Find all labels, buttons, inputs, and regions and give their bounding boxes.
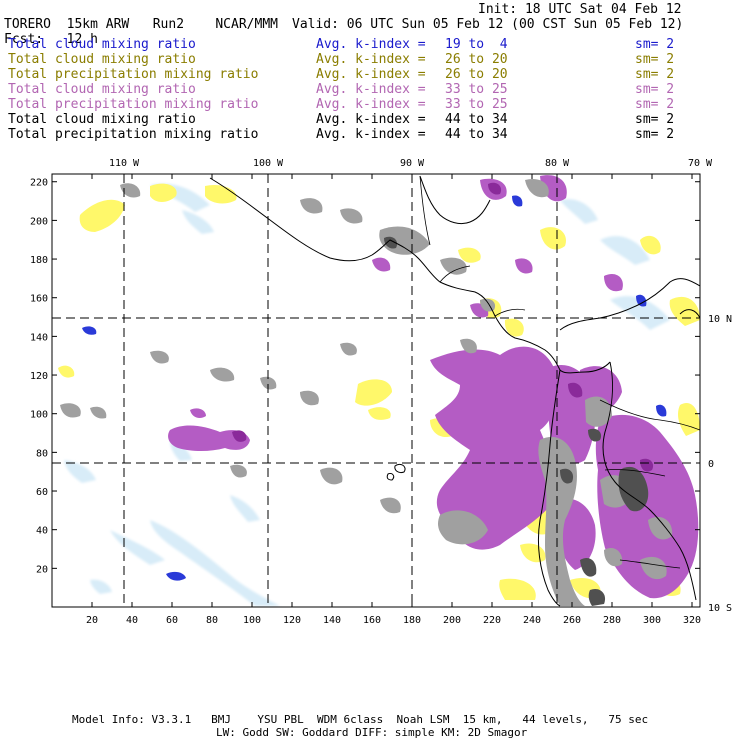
longitude-labels: 110 W 100 W 90 W 80 W 70 W	[109, 158, 713, 169]
x-tick-label: 140	[323, 615, 341, 626]
x-tick-label: 20	[86, 615, 98, 626]
x-tick-label: 260	[563, 615, 581, 626]
x-tick-label: 180	[403, 615, 421, 626]
footer-physics-info: LW: Godd SW: Goddard DIFF: simple KM: 2D…	[216, 726, 528, 739]
latitude-labels: 10 N 0 10 S	[708, 314, 732, 614]
x-tick-label: 320	[683, 615, 701, 626]
longitude-label: 80 W	[545, 158, 570, 169]
y-tick-label: 100	[30, 410, 48, 421]
x-tick-label: 220	[483, 615, 501, 626]
legend-kindex-range: 33 to 25	[445, 82, 508, 97]
y-tick-label: 220	[30, 178, 48, 189]
x-tick-label: 300	[643, 615, 661, 626]
legend-field-name: Total cloud mixing ratio	[8, 37, 196, 52]
legend-field-name: Total precipitation mixing ratio	[8, 127, 259, 142]
y-tick-label: 40	[36, 526, 48, 537]
field-layer	[52, 174, 700, 607]
legend-kindex-range: 26 to 20	[445, 52, 508, 67]
legend-kindex-label: Avg. k-index =	[316, 67, 426, 82]
legend-smoothing: sm= 2	[635, 52, 675, 67]
longitude-label: 100 W	[253, 158, 284, 169]
x-tick-label: 200	[443, 615, 461, 626]
legend-kindex-range: 33 to 25	[445, 97, 508, 112]
legend-kindex-label: Avg. k-index =	[316, 37, 426, 52]
y-tick-label: 80	[36, 448, 48, 459]
dark-purple-cores	[232, 182, 654, 472]
country-borders	[419, 175, 700, 569]
dark-gray-cores	[384, 236, 649, 606]
legend-kindex-range: 19 to 4	[445, 37, 508, 52]
x-tick-label: 160	[363, 615, 381, 626]
legend-kindex-label: Avg. k-index =	[316, 112, 426, 127]
legend-kindex-label: Avg. k-index =	[316, 127, 426, 142]
longitude-label: 70 W	[688, 158, 713, 169]
legend-kindex-range: 44 to 34	[445, 127, 508, 142]
legend-smoothing: sm= 2	[635, 112, 675, 127]
legend-smoothing: sm= 2	[635, 67, 675, 82]
model-name: TORERO	[4, 17, 51, 32]
legend-smoothing: sm= 2	[635, 127, 675, 142]
y-tick-label: 120	[30, 371, 48, 382]
legend-smoothing: sm= 2	[635, 82, 675, 97]
fcst-value: 12 h	[66, 32, 98, 47]
legend-smoothing: sm= 2	[635, 37, 675, 52]
run-label: Run2	[152, 17, 185, 32]
legend-kindex-range: 44 to 34	[445, 112, 508, 127]
fcst-label: Fcst:	[4, 32, 44, 47]
gray-cloud-areas	[60, 178, 673, 606]
y-tick-label: 140	[30, 332, 48, 343]
legend-field-name: Total precipitation mixing ratio	[8, 67, 259, 82]
footer-model-info: Model Info: V3.3.1 BMJ YSU PBL WDM 6clas…	[72, 713, 649, 726]
legend-kindex-label: Avg. k-index =	[316, 52, 426, 67]
x-tick-label: 100	[243, 615, 261, 626]
y-tick-label: 200	[30, 216, 48, 227]
x-tick-label: 240	[523, 615, 541, 626]
latitude-label: 10 S	[708, 603, 732, 614]
legend-kindex-label: Avg. k-index =	[316, 82, 426, 97]
org-label: NCAR/MMM	[215, 17, 278, 32]
y-tick-label: 60	[36, 487, 48, 498]
legend-field-name: Total cloud mixing ratio	[8, 82, 196, 97]
legend-field-name: Total cloud mixing ratio	[8, 52, 196, 67]
header-line-2: Fcst: 12 h	[4, 17, 98, 47]
map-frame	[51, 173, 701, 608]
coastlines	[209, 175, 700, 607]
blue-cloud-areas	[82, 195, 667, 581]
x-tick-label: 280	[603, 615, 621, 626]
x-tick-label: 60	[166, 615, 178, 626]
y-tick-label: 160	[30, 294, 48, 305]
legend-smoothing: sm= 2	[635, 97, 675, 112]
longitude-label: 110 W	[109, 158, 140, 169]
model-resolution: 15km ARW	[66, 17, 130, 32]
valid-time: Valid: 06 UTC Sun 05 Feb 12 (00 CST Sun …	[292, 17, 684, 32]
y-tick-label: 180	[30, 255, 48, 266]
x-tick-label: 40	[126, 615, 138, 626]
lat-lon-grid	[52, 174, 700, 607]
latitude-label: 10 N	[708, 314, 732, 325]
header-line-1: TORERO 15km ARW Run2 NCAR/MMM	[4, 2, 278, 32]
x-tick-label: 120	[283, 615, 301, 626]
legend-field-name: Total precipitation mixing ratio	[8, 97, 259, 112]
legend-kindex-label: Avg. k-index =	[316, 97, 426, 112]
axis-ticks: 20 40 60 80 100 120 140 160 180 200 220 240 260 280 30…	[30, 174, 701, 626]
latitude-label: 0	[708, 459, 714, 470]
legend-kindex-range: 26 to 20	[445, 67, 508, 82]
init-time: Init: 18 UTC Sat 04 Feb 12	[478, 2, 682, 17]
longitude-label: 90 W	[400, 158, 425, 169]
x-tick-label: 80	[206, 615, 218, 626]
legend-field-name: Total cloud mixing ratio	[8, 112, 196, 127]
y-tick-label: 20	[36, 564, 48, 575]
